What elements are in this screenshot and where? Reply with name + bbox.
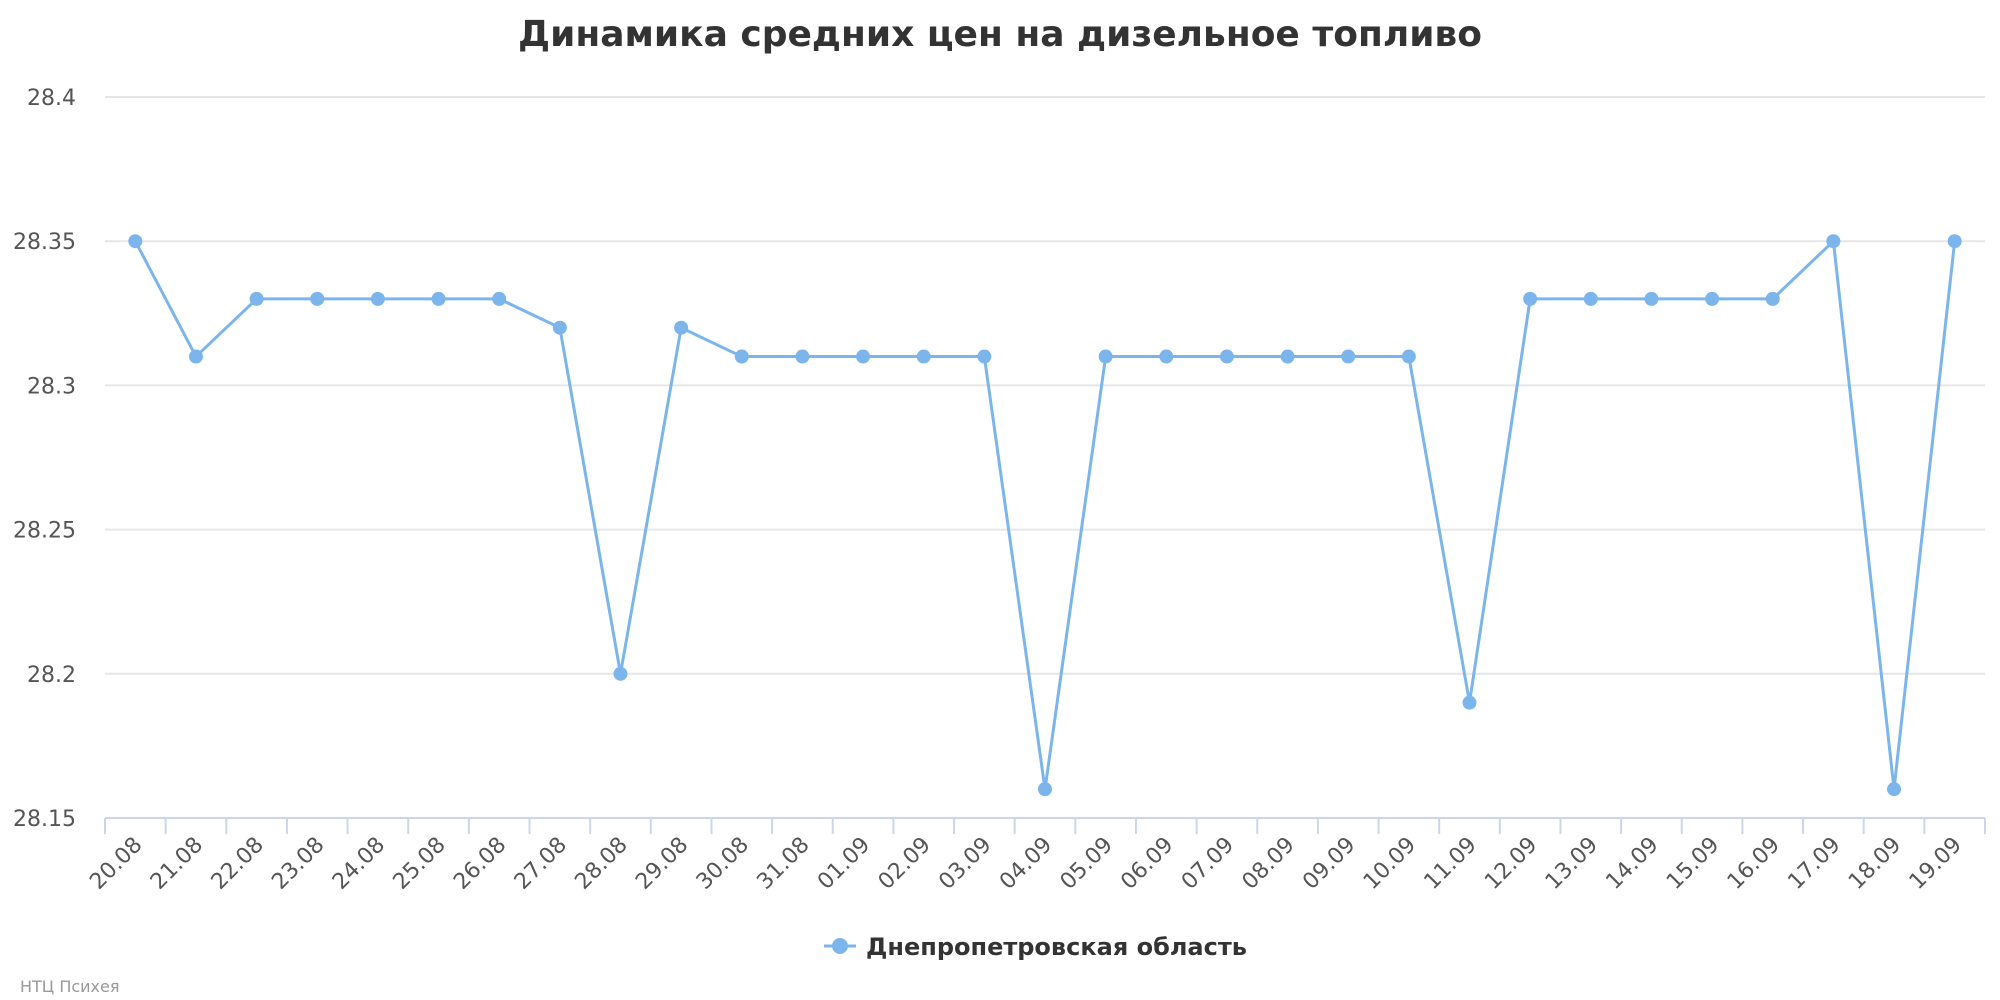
x-tick-label: 26.08 <box>449 833 511 895</box>
x-tick-label: 07.09 <box>1177 833 1239 895</box>
x-tick-label: 15.09 <box>1662 833 1724 895</box>
data-point[interactable] <box>128 234 143 249</box>
x-tick-label: 20.08 <box>85 833 147 895</box>
x-tick-label: 21.08 <box>146 833 208 895</box>
data-point[interactable] <box>1462 695 1477 710</box>
x-tick-label: 27.08 <box>510 833 572 895</box>
data-point[interactable] <box>613 666 628 681</box>
data-point[interactable] <box>310 291 325 306</box>
data-point[interactable] <box>1341 349 1356 364</box>
y-tick-label: 28.2 <box>27 663 76 688</box>
x-tick-label: 05.09 <box>1056 833 1118 895</box>
data-point[interactable] <box>1705 291 1720 306</box>
data-point[interactable] <box>977 349 992 364</box>
y-tick-label: 28.3 <box>27 374 76 399</box>
x-tick-label: 17.09 <box>1783 833 1845 895</box>
data-point[interactable] <box>1644 291 1659 306</box>
data-point[interactable] <box>1219 349 1234 364</box>
x-tick-label: 10.09 <box>1359 833 1421 895</box>
grid-lines <box>105 96 1985 675</box>
series-line <box>133 239 1957 791</box>
x-tick-label: 31.08 <box>752 833 814 895</box>
data-point[interactable] <box>734 349 749 364</box>
data-point[interactable] <box>1826 234 1841 249</box>
x-tick-label: 16.09 <box>1723 833 1785 895</box>
data-point[interactable] <box>1098 349 1113 364</box>
x-tick-label: 06.09 <box>1116 833 1178 895</box>
data-point[interactable] <box>1765 291 1780 306</box>
y-tick-label: 28.25 <box>13 519 76 544</box>
x-tick-label: 13.09 <box>1541 833 1603 895</box>
data-point[interactable] <box>370 291 385 306</box>
legend-series-label: Днепропетровская область <box>866 933 1247 961</box>
x-tick-label: 28.08 <box>571 833 633 895</box>
y-tick-label: 28.4 <box>27 86 76 111</box>
y-axis: 28.15 28.2 28.25 28.3 28.35 28.4 <box>13 86 76 832</box>
data-point[interactable] <box>1887 782 1902 797</box>
chart-title: Динамика средних цен на дизельное топлив… <box>518 14 1482 55</box>
x-tick-label: 01.09 <box>813 833 875 895</box>
series-layer <box>128 234 1962 797</box>
data-point[interactable] <box>916 349 931 364</box>
x-tick-label: 24.08 <box>328 833 390 895</box>
data-point[interactable] <box>674 320 689 335</box>
x-tick-label: 18.09 <box>1844 833 1906 895</box>
x-tick-label: 12.09 <box>1480 833 1542 895</box>
data-point[interactable] <box>552 320 567 335</box>
data-point[interactable] <box>431 291 446 306</box>
x-tick-label: 19.09 <box>1905 833 1967 895</box>
data-point[interactable] <box>492 291 507 306</box>
x-axis: 20.0821.0822.0823.0824.0825.0826.0827.08… <box>85 817 1986 895</box>
data-point[interactable] <box>188 349 203 364</box>
x-tick-label: 04.09 <box>995 833 1057 895</box>
data-point[interactable] <box>795 349 810 364</box>
x-tick-label: 29.08 <box>631 833 693 895</box>
data-point[interactable] <box>1947 234 1962 249</box>
credits-text[interactable]: НТЦ Психея <box>20 977 119 996</box>
legend-marker-symbol <box>832 938 848 954</box>
data-point[interactable] <box>856 349 871 364</box>
legend[interactable]: Днепропетровская область <box>824 933 1247 961</box>
x-tick-label: 23.08 <box>267 833 329 895</box>
x-tick-label: 08.09 <box>1238 833 1300 895</box>
x-tick-label: 03.09 <box>934 833 996 895</box>
data-point[interactable] <box>1583 291 1598 306</box>
x-tick-label: 09.09 <box>1298 833 1360 895</box>
x-tick-label: 11.09 <box>1420 833 1482 895</box>
x-tick-label: 02.09 <box>874 833 936 895</box>
x-tick-label: 30.08 <box>692 833 754 895</box>
x-tick-label: 22.08 <box>207 833 269 895</box>
y-tick-label: 28.35 <box>13 230 76 255</box>
x-tick-label: 25.08 <box>389 833 451 895</box>
data-point[interactable] <box>1523 291 1538 306</box>
data-point[interactable] <box>1159 349 1174 364</box>
data-point[interactable] <box>1038 782 1052 797</box>
data-point[interactable] <box>1280 349 1295 364</box>
data-point[interactable] <box>1401 349 1416 364</box>
x-tick-label: 14.09 <box>1601 833 1663 895</box>
y-tick-label: 28.15 <box>13 807 76 832</box>
data-point[interactable] <box>249 291 264 306</box>
